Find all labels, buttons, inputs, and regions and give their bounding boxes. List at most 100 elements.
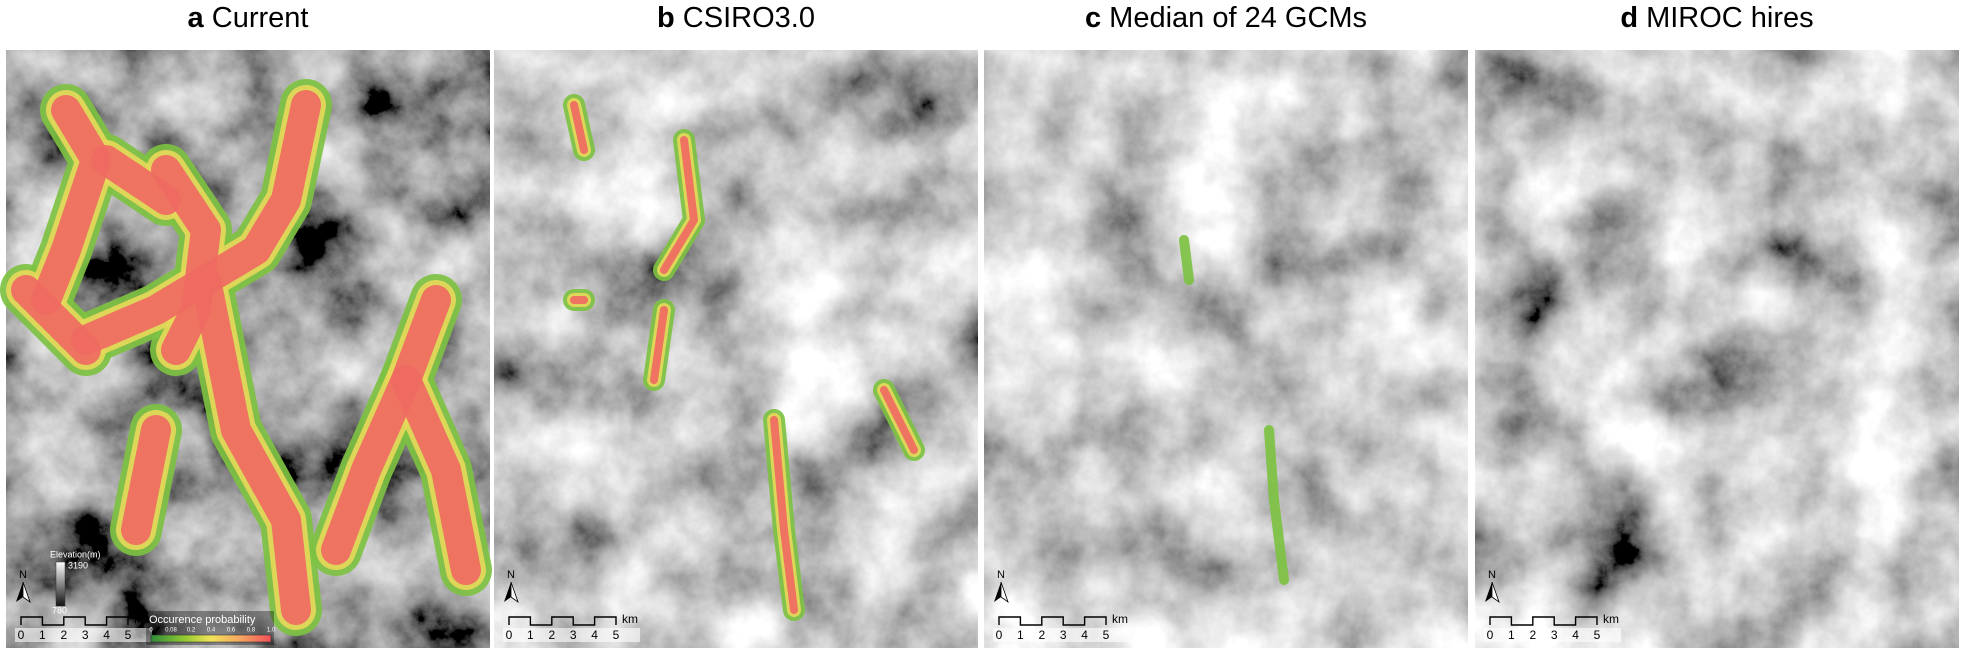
- scale-label: 0: [1487, 628, 1494, 642]
- scale-label: 3: [570, 628, 577, 642]
- habitat-area: [121, 415, 171, 545]
- north-label: N: [507, 569, 515, 581]
- panel-name: Median of 24 GCMs: [1109, 2, 1367, 34]
- panel-title: b CSIRO3.0: [657, 2, 815, 34]
- panel-letter: c: [1085, 2, 1101, 34]
- terrain: [1475, 50, 1959, 648]
- panel-space: [204, 2, 212, 34]
- north-arrow: [16, 582, 23, 602]
- panel-title: c Median of 24 GCMs: [1085, 2, 1367, 34]
- probability-bar: [150, 634, 272, 643]
- scale-label: 4: [103, 628, 110, 642]
- habitat-area: [71, 90, 321, 355]
- scale-label: 3: [82, 628, 89, 642]
- habitat-area: [1264, 425, 1289, 585]
- map-panel: N 0 1 2 3 4 5km: [984, 50, 1468, 648]
- panel-letter: a: [188, 2, 205, 34]
- habitat-area: [770, 416, 798, 614]
- scale-bar-bg: [503, 628, 640, 642]
- scale-label: 5: [1103, 628, 1110, 642]
- scale-unit: km: [622, 612, 638, 626]
- panel-space: [1638, 2, 1646, 34]
- scale-label: 1: [39, 628, 46, 642]
- probability-tick: 0.08: [165, 628, 177, 634]
- terrain: [984, 50, 1468, 648]
- scale-label: 3: [1060, 628, 1067, 642]
- north-label: N: [997, 569, 1005, 581]
- scale-label: 4: [591, 628, 598, 642]
- elevation-min: 780: [52, 605, 67, 615]
- habitat-area: [321, 285, 451, 565]
- panel-name: MIROC hires: [1646, 2, 1814, 34]
- scale-bar: [508, 616, 617, 626]
- habitat-area: [880, 386, 918, 454]
- panel-title: d MIROC hires: [1620, 2, 1813, 34]
- habitat-area: [11, 275, 101, 365]
- scale-label: 4: [1081, 628, 1088, 642]
- north-label: N: [1488, 569, 1496, 581]
- scale-label: 5: [613, 628, 620, 642]
- scale-bar-bg: [15, 628, 152, 642]
- probability-tick: 1.0: [267, 628, 276, 634]
- scale-bar: [998, 616, 1107, 626]
- scale-label: 5: [1594, 628, 1601, 642]
- north-arrow: [1485, 582, 1492, 602]
- probability-tick: 0.4: [207, 628, 216, 634]
- habitat-area: [91, 145, 181, 215]
- scale-bar-bg: [993, 628, 1130, 642]
- habitat-area: [191, 265, 311, 625]
- scale-label: 1: [1017, 628, 1024, 642]
- probability-tick: 0.2: [187, 628, 196, 634]
- scale-unit: km: [134, 612, 150, 626]
- north-arrow: [994, 582, 1001, 602]
- elevation-max: 3190: [68, 560, 88, 570]
- north-arrow: [504, 582, 511, 602]
- probability-tick: 0.6: [227, 628, 236, 634]
- habitat-area: [391, 365, 481, 585]
- probability-title: Occurence probability: [149, 614, 256, 626]
- elevation-title: Elevation(m): [50, 549, 101, 559]
- panel-letter: b: [657, 2, 675, 34]
- north-arrow: [22, 581, 31, 604]
- probability-tick: 0.8: [247, 628, 256, 634]
- panel-space: [1101, 2, 1109, 34]
- terrain: [494, 50, 978, 648]
- scale-label: 2: [60, 628, 67, 642]
- scale-label: 3: [1551, 628, 1558, 642]
- map-panel: N 0 1 2 3 4 5km: [1475, 50, 1959, 648]
- scale-bar: [20, 616, 129, 626]
- panel-name: Current: [212, 2, 309, 34]
- habitat-area: [1179, 235, 1194, 285]
- panel-space: [675, 2, 683, 34]
- north-label: N: [19, 569, 27, 581]
- scale-label: 1: [527, 628, 534, 642]
- habitat-area: [570, 101, 588, 154]
- panel-letter: d: [1620, 2, 1638, 34]
- probability-tick: 0: [149, 628, 153, 634]
- north-arrow: [510, 581, 519, 604]
- scale-label: 2: [1529, 628, 1536, 642]
- scale-label: 0: [996, 628, 1003, 642]
- north-arrow: [1491, 581, 1500, 604]
- scale-label: 5: [125, 628, 132, 642]
- habitat-area: [31, 95, 111, 315]
- scale-label: 0: [18, 628, 25, 642]
- scale-label: 4: [1572, 628, 1579, 642]
- scale-unit: km: [1112, 612, 1128, 626]
- panel-name: CSIRO3.0: [683, 2, 815, 34]
- habitat-area: [660, 136, 698, 274]
- scale-label: 2: [548, 628, 555, 642]
- north-arrow: [1000, 581, 1009, 604]
- scale-label: 0: [506, 628, 513, 642]
- panel-title: a Current: [188, 2, 309, 34]
- habitat-area: [650, 306, 668, 384]
- scale-label: 2: [1038, 628, 1045, 642]
- scale-unit: km: [1603, 612, 1619, 626]
- scale-bar-bg: [1484, 628, 1621, 642]
- elevation-bar: [55, 561, 66, 607]
- scale-label: 1: [1508, 628, 1515, 642]
